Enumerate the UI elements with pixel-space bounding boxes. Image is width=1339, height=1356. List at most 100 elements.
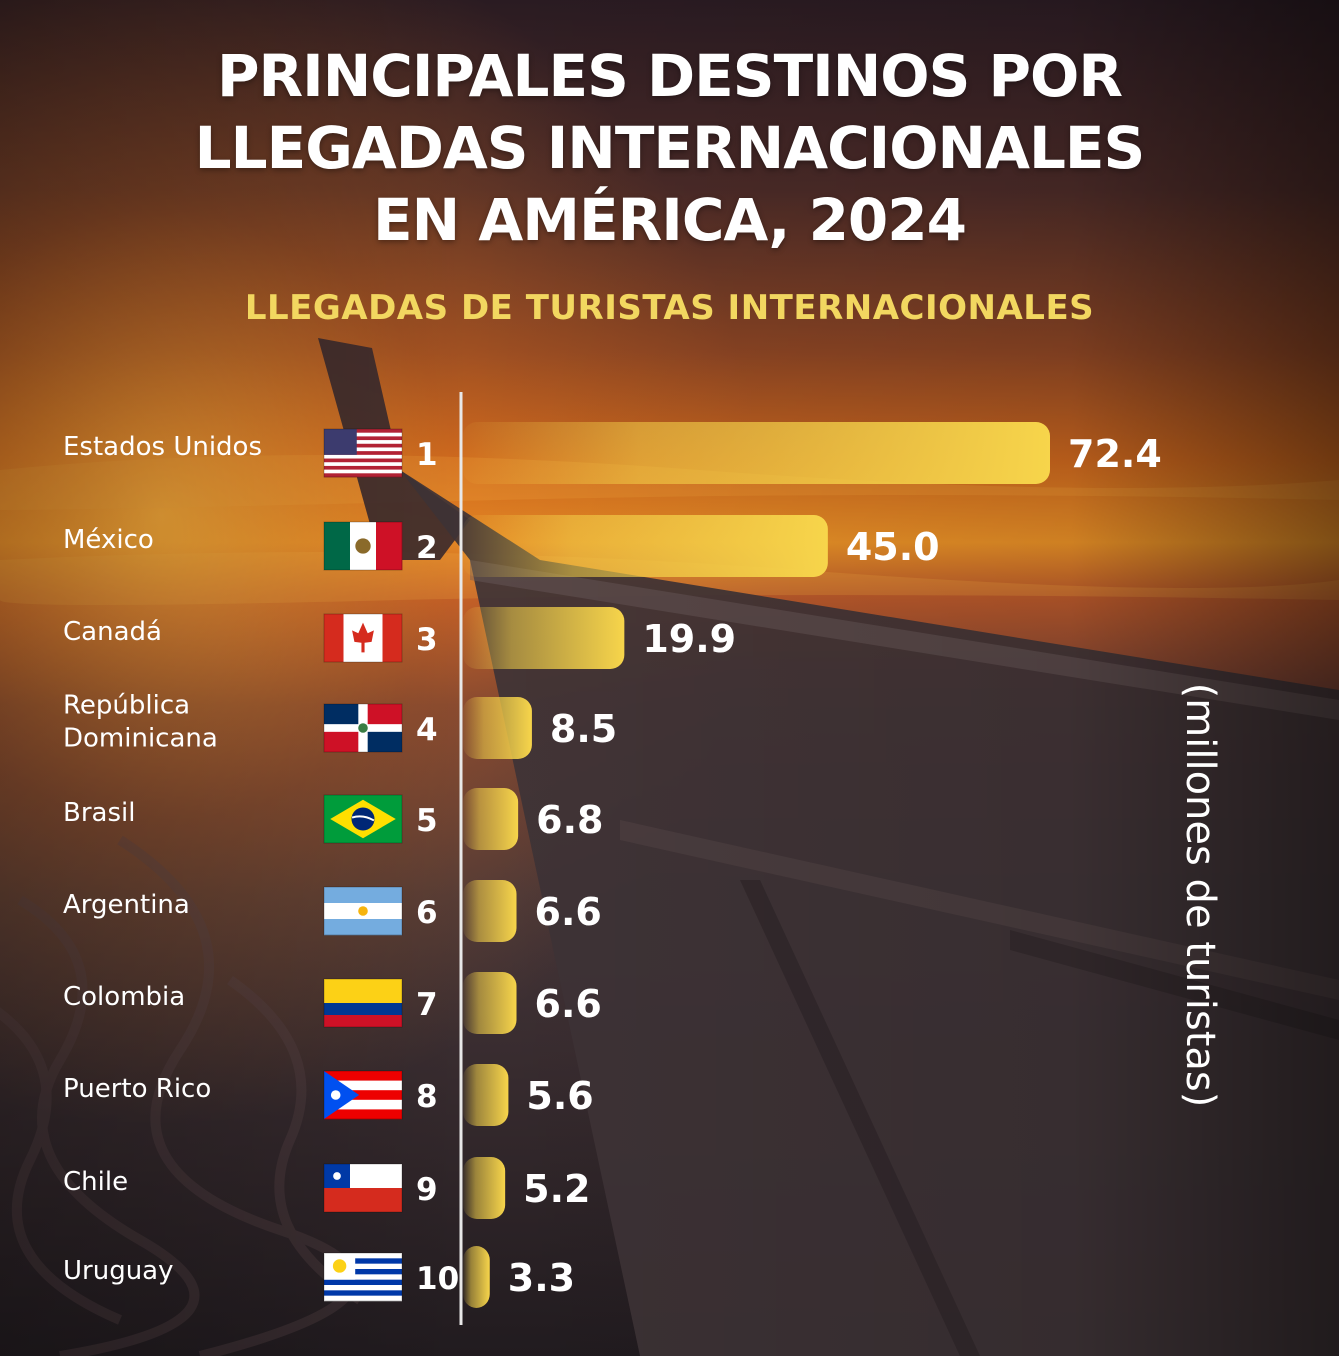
chile-flag-icon (323, 1163, 403, 1213)
title-line: EN AMÉRICA, 2024 (373, 186, 967, 254)
rank-number: 2 (416, 530, 438, 566)
unit-label-text: (millones de turistas) (1177, 682, 1223, 1108)
bar (463, 788, 519, 850)
flag-stripe (324, 1071, 402, 1081)
flag-stripe (324, 462, 402, 467)
flag-part (324, 704, 359, 725)
flag-part (324, 1003, 402, 1016)
flag-stripe (324, 522, 351, 570)
argentina-flag-icon (323, 886, 403, 936)
star-icon (333, 1172, 341, 1180)
flag-stripe (324, 1285, 402, 1291)
rank-number: 4 (416, 712, 438, 748)
bar-row: Puerto Rico 8 5.6 (63, 1064, 594, 1126)
flag-part (324, 1015, 402, 1027)
star-icon (330, 1090, 341, 1100)
bar (463, 880, 517, 942)
sun-icon (332, 1259, 347, 1273)
flag-stripe (324, 447, 402, 452)
title-line: PRINCIPALES DESTINOS POR (216, 42, 1123, 110)
chart-title: PRINCIPALES DESTINOS POR LLEGADAS INTERN… (0, 40, 1339, 256)
rank-number: 7 (416, 987, 438, 1023)
flag-stripe (324, 436, 402, 441)
country-name: Argentina (63, 890, 190, 920)
bar (463, 1246, 490, 1308)
flag-part (324, 731, 359, 752)
bar (463, 422, 1050, 484)
country-name: Brasil (63, 798, 135, 828)
flag-part (324, 614, 344, 662)
bar (463, 697, 532, 759)
country-name: Dominicana (63, 724, 218, 754)
bar-row: México 2 45.0 (63, 515, 940, 577)
rank-number: 8 (416, 1079, 438, 1115)
flag-stripe (324, 465, 402, 470)
chart-subtitle: LLEGADAS DE TURISTAS INTERNACIONALES (244, 288, 1095, 328)
value-label: 45.0 (846, 525, 940, 569)
flag-stripe (324, 454, 402, 459)
flag-stripe (324, 1274, 402, 1280)
rank-number: 6 (416, 895, 438, 931)
country-name: Canadá (63, 617, 162, 647)
puerto-rico-flag-icon (323, 1070, 403, 1120)
flag-part (324, 429, 357, 455)
flag-stripe (324, 432, 402, 437)
flag-border (323, 1252, 403, 1302)
flag-stripe (324, 1253, 402, 1259)
country-name: Uruguay (63, 1256, 174, 1286)
maple-leaf-icon (352, 622, 374, 653)
bar-row: Brasil 5 6.8 (63, 788, 603, 850)
title-line: LLEGADAS INTERNACIONALES (194, 114, 1146, 182)
bar (463, 607, 625, 669)
country-name: Estados Unidos (63, 432, 262, 462)
flag-stripe (324, 1295, 402, 1302)
flag-stripe (376, 522, 403, 570)
bar-row: Uruguay 10 3.3 (63, 1246, 575, 1308)
rank-number: 5 (416, 803, 438, 839)
flag-border (323, 1070, 403, 1120)
flag-stripe (324, 1263, 402, 1270)
flag-part (324, 1071, 360, 1119)
country-name: México (63, 525, 154, 555)
flag-part (367, 704, 402, 725)
flag-part (358, 906, 368, 916)
flag-stripe (324, 443, 402, 448)
value-label: 8.5 (550, 707, 617, 751)
bar-row: Estados Unidos 1 72.4 (63, 422, 1162, 484)
flag-border (323, 521, 403, 571)
flag-border (323, 886, 403, 936)
bar (463, 1064, 509, 1126)
canada-flag-icon (323, 613, 403, 663)
country-name: República (63, 691, 190, 721)
flag-border (323, 794, 403, 844)
us-flag-icon (323, 428, 403, 478)
country-name: Chile (63, 1167, 128, 1197)
flag-border (323, 613, 403, 663)
colombia-flag-icon (323, 978, 403, 1028)
flag-stripe (324, 1290, 402, 1296)
bar-row: Canadá 3 19.9 (63, 607, 736, 669)
flag-stripe (324, 469, 402, 474)
value-label: 5.2 (523, 1167, 590, 1211)
flag-stripe (324, 451, 402, 456)
flag-part (351, 815, 375, 822)
flag-stripe (324, 1258, 402, 1264)
flag-border (323, 1163, 403, 1213)
bar-row: Argentina 6 6.6 (63, 880, 602, 942)
flag-stripe (324, 1109, 402, 1120)
bar-row: Colombia 7 6.6 (63, 972, 602, 1034)
flag-stripe (324, 1090, 402, 1101)
bar-row: Chile 9 5.2 (63, 1157, 590, 1219)
flag-part (351, 807, 375, 831)
flag-part (324, 979, 402, 1003)
flag-stripe (324, 887, 402, 904)
uruguay-flag-icon (323, 1252, 403, 1302)
rank-number: 10 (416, 1261, 459, 1297)
flag-part (358, 723, 368, 733)
value-label: 19.9 (642, 617, 736, 661)
dominican-republic-flag-icon (323, 703, 403, 753)
flag-stripe (324, 1279, 402, 1286)
